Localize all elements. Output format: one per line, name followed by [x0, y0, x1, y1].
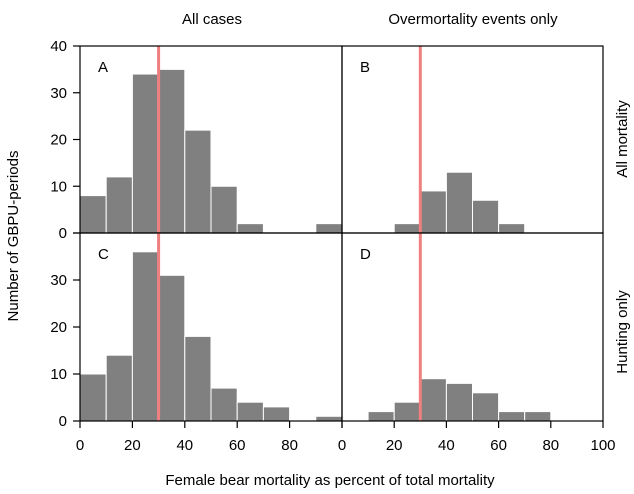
histogram-bar-c-60: [236, 401, 264, 422]
histogram-bar-a-10: [105, 176, 133, 234]
histogram-bar-a-0: [79, 195, 107, 234]
histogram-bar-a-50: [210, 185, 238, 234]
histogram-bar-a-40: [184, 129, 212, 234]
y-tick-label-row0-10: 10: [50, 178, 67, 195]
histogram-bar-c-40: [184, 335, 212, 422]
histogram-bar-a-90: [315, 223, 343, 234]
panel-label-b: B: [360, 59, 370, 76]
histogram-bar-c-70: [262, 406, 291, 422]
x-tick-label-col1-40: 40: [438, 437, 455, 454]
panels-layer: A B C D 0 10 20 30 40 0 10 20 30 0 20 40 60 80 0 20 40 60 80 10…: [50, 38, 615, 454]
x-tick-label-col1-20: 20: [386, 437, 403, 454]
histogram-bar-a-20: [131, 73, 160, 234]
column-header-all-cases: All cases: [182, 11, 242, 28]
histogram-bar-c-10: [105, 354, 133, 422]
x-tick-label-col0-80: 80: [281, 437, 298, 454]
x-axis-title: Female bear mortality as percent of tota…: [165, 472, 495, 489]
histogram-bar-b-30: [419, 190, 447, 234]
panel-label-c: C: [98, 246, 109, 263]
x-tick-label-col0-60: 60: [229, 437, 246, 454]
histogram-bar-a-30: [158, 68, 186, 234]
y-tick-label-row1-20: 20: [50, 319, 67, 336]
histogram-bar-b-60: [498, 223, 526, 234]
histogram-bar-d-30: [419, 378, 447, 422]
histogram-bar-d-20: [393, 401, 421, 422]
panel-label-d: D: [360, 246, 371, 263]
histogram-bar-c-50: [210, 387, 238, 422]
histogram-bar-d-40: [445, 382, 473, 422]
column-header-overmortality: Overmortality events only: [388, 11, 558, 28]
y-axis-title: Number of GBPU-periods: [5, 151, 22, 322]
histogram-bar-b-20: [393, 223, 421, 234]
panel-frame-d: [341, 232, 604, 422]
histogram-bar-c-30: [158, 274, 186, 422]
row-header-hunting-only: Hunting only: [614, 290, 631, 374]
x-tick-label-col1-60: 60: [490, 437, 507, 454]
panel-label-a: A: [98, 59, 108, 76]
y-tick-label-row0-20: 20: [50, 132, 67, 149]
y-tick-label-row0-30: 30: [50, 85, 67, 102]
y-tick-label-row0-0: 0: [59, 225, 67, 242]
y-tick-label-row0-40: 40: [50, 38, 67, 55]
histogram-bar-d-60: [498, 411, 526, 422]
histogram-bar-d-50: [472, 392, 500, 422]
x-tick-label-col1-0: 0: [338, 437, 346, 454]
x-tick-label-col0-0: 0: [76, 437, 84, 454]
y-tick-label-row1-0: 0: [59, 413, 67, 430]
x-tick-label-col1-80: 80: [542, 437, 559, 454]
histogram-bar-b-40: [445, 171, 473, 234]
y-tick-label-row1-10: 10: [50, 366, 67, 383]
histogram-bar-a-60: [236, 223, 264, 234]
y-tick-label-row1-30: 30: [50, 272, 67, 289]
histogram-bar-c-0: [79, 373, 107, 422]
x-tick-label-col1-100: 100: [590, 437, 615, 454]
histogram-bar-c-90: [315, 415, 343, 422]
histogram-bar-d-10: [367, 411, 395, 422]
histogram-bar-d-70: [524, 411, 552, 422]
row-header-all-mortality: All mortality: [614, 100, 631, 178]
histogram-bar-c-20: [131, 251, 160, 422]
x-tick-label-col0-20: 20: [124, 437, 141, 454]
histogram-bar-b-50: [472, 199, 500, 234]
x-tick-label-col0-40: 40: [176, 437, 193, 454]
